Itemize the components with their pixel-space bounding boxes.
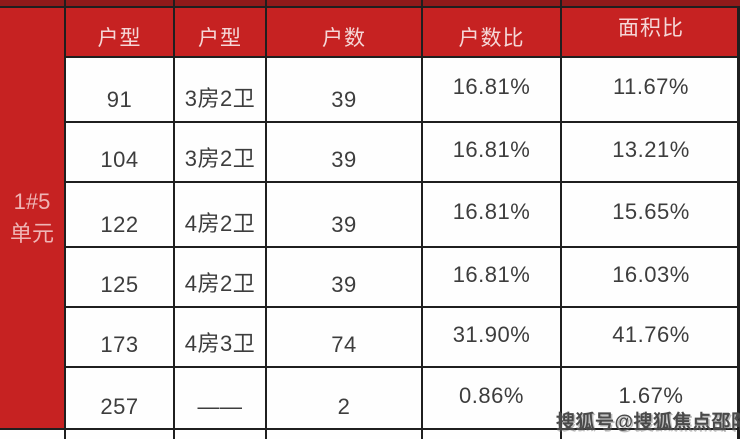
cell-count-pct: 16.81% bbox=[423, 248, 560, 306]
cell-area-pct: 41.76% bbox=[562, 308, 740, 366]
top-bar-segment bbox=[0, 0, 64, 6]
cell-area-pct: 16.03% bbox=[562, 248, 740, 306]
cutoff-row-cell bbox=[0, 430, 64, 439]
cell-type: 3房2卫 bbox=[175, 123, 265, 181]
cell-size: 91 bbox=[66, 58, 173, 121]
cell-type: 4房2卫 bbox=[175, 248, 265, 306]
column-header-type: 户型 bbox=[175, 8, 265, 56]
column-header-size: 户型 bbox=[66, 8, 173, 56]
top-bar-segment bbox=[175, 0, 265, 6]
cell-size: 122 bbox=[66, 183, 173, 246]
cell-count: 74 bbox=[267, 308, 421, 366]
cell-count: 39 bbox=[267, 123, 421, 181]
cell-area-pct: 11.67% bbox=[562, 58, 740, 121]
top-bar-segment bbox=[562, 0, 740, 6]
cell-type: 4房2卫 bbox=[175, 183, 265, 246]
cell-count-pct: 0.86% bbox=[423, 368, 560, 428]
column-header-count-pct: 户数比 bbox=[423, 8, 560, 56]
cell-area-pct: 15.65% bbox=[562, 183, 740, 246]
cutoff-row-cell bbox=[175, 430, 265, 439]
cutoff-row-cell bbox=[267, 430, 421, 439]
top-bar-segment bbox=[267, 0, 421, 6]
cell-size: 104 bbox=[66, 123, 173, 181]
column-header-count: 户数 bbox=[267, 8, 421, 56]
cell-count-pct: 16.81% bbox=[423, 58, 560, 121]
cell-count-pct: 31.90% bbox=[423, 308, 560, 366]
cell-size: 173 bbox=[66, 308, 173, 366]
cell-count: 39 bbox=[267, 248, 421, 306]
cell-count: 39 bbox=[267, 183, 421, 246]
top-bar-segment bbox=[66, 0, 173, 6]
cell-size: 125 bbox=[66, 248, 173, 306]
watermark-text: 搜狐号@搜狐焦点邵阳站 bbox=[556, 412, 740, 433]
cell-area-pct: 13.21% bbox=[562, 123, 740, 181]
cell-type: 4房3卫 bbox=[175, 308, 265, 366]
top-bar-segment bbox=[423, 0, 560, 6]
cell-size: 257 bbox=[66, 368, 173, 428]
cell-count: 39 bbox=[267, 58, 421, 121]
cell-count-pct: 16.81% bbox=[423, 123, 560, 181]
table-right-border bbox=[737, 6, 740, 439]
cutoff-row-cell bbox=[562, 430, 740, 439]
cutoff-row-cell bbox=[66, 430, 173, 439]
cell-type: 3房2卫 bbox=[175, 58, 265, 121]
column-header-area-pct: 面积比 bbox=[562, 8, 740, 56]
cell-count-pct: 16.81% bbox=[423, 183, 560, 246]
unit-label-cell: 1#5单元 bbox=[0, 8, 64, 428]
cell-area-pct: 1.67% bbox=[562, 368, 740, 428]
cell-type-dash: —— bbox=[175, 368, 265, 428]
cell-count: 2 bbox=[267, 368, 421, 428]
cutoff-row-cell bbox=[423, 430, 560, 439]
